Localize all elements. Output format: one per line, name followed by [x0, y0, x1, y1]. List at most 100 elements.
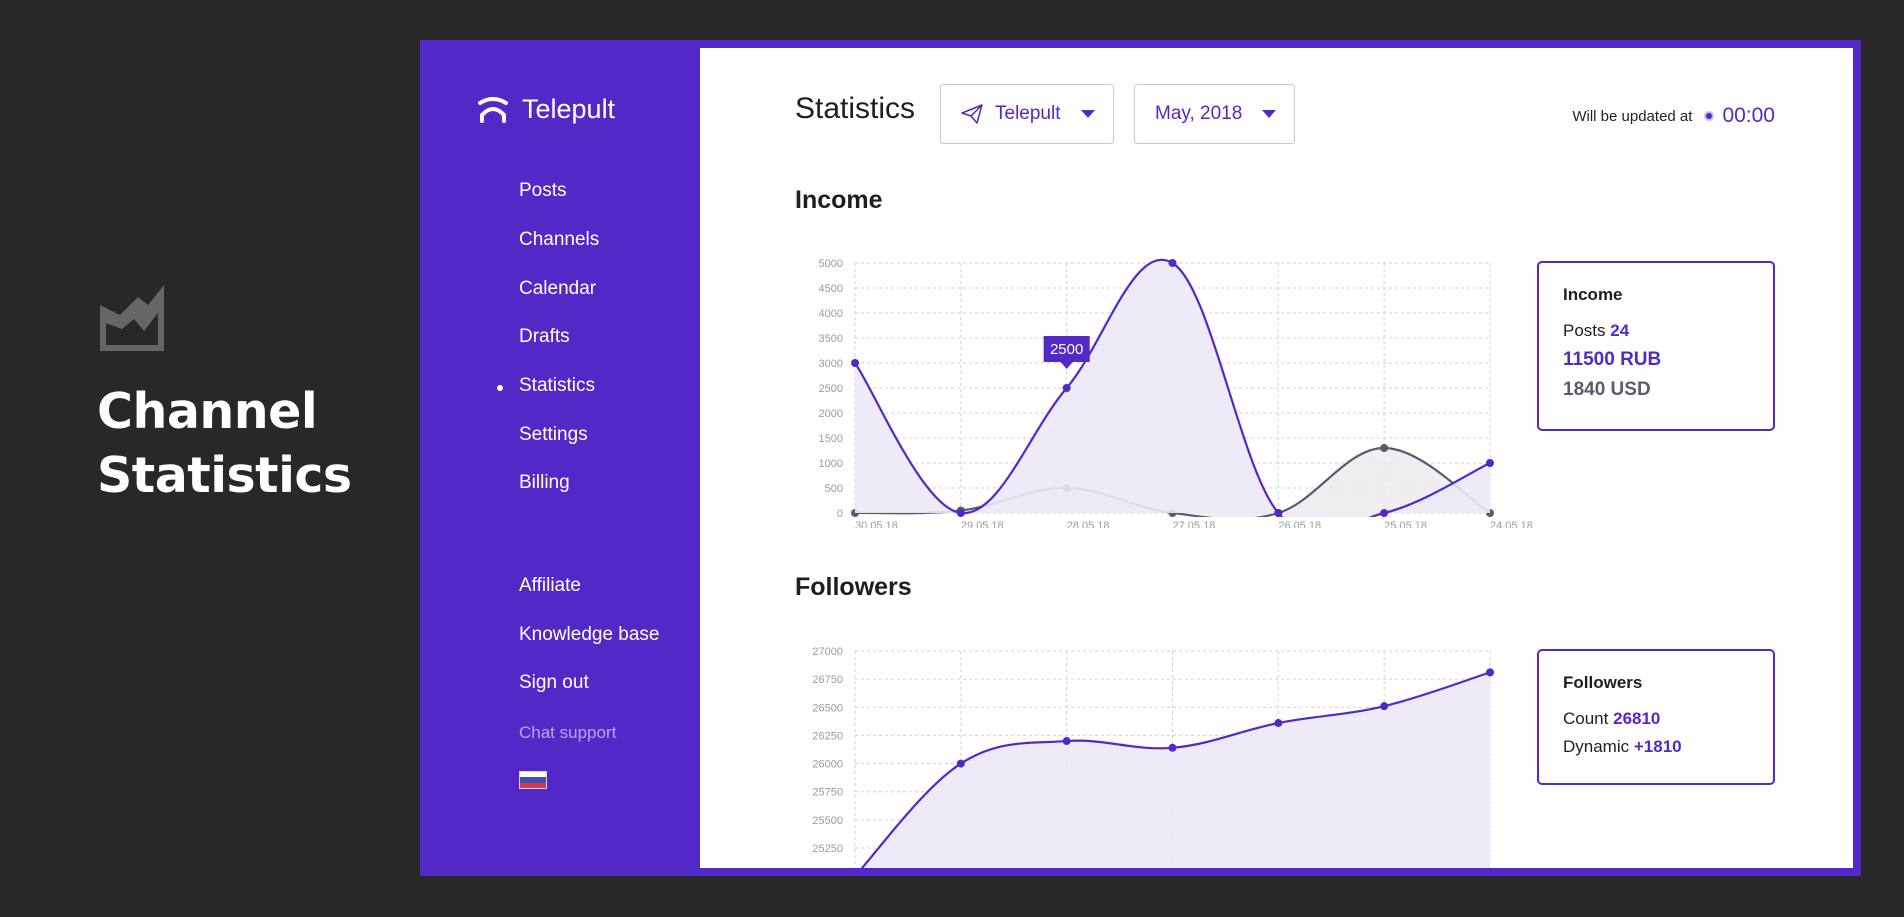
- followers-dynamic-value: +1810: [1633, 737, 1682, 756]
- x-tick-label: 28.05.18: [1067, 520, 1110, 528]
- x-tick-label: 26.05.18: [1278, 520, 1321, 528]
- nav-billing[interactable]: Billing: [519, 472, 570, 493]
- x-tick-label: 24.05.18: [1490, 520, 1533, 528]
- x-tick-label: 25.05.18: [1384, 520, 1427, 528]
- hero-title-line1: Channel: [97, 383, 318, 440]
- followers-count-label: Count: [1563, 709, 1609, 728]
- update-label: Will be updated at: [1572, 107, 1693, 125]
- income-title: Income: [795, 186, 883, 214]
- y-tick-label: 26000: [812, 759, 843, 771]
- tooltip-label: 2500: [1050, 341, 1083, 358]
- sidebar: Telepult Posts Channels Calendar Drafts …: [420, 40, 700, 876]
- data-point: [851, 359, 859, 367]
- y-tick-label: 25250: [812, 843, 843, 855]
- income-posts: Posts 24: [1563, 321, 1749, 341]
- channel-select[interactable]: Telepult: [940, 84, 1114, 144]
- channel-select-value: Telepult: [995, 103, 1061, 124]
- update-info: Will be updated at 00:00: [1572, 104, 1775, 128]
- followers-count: Count 26810: [1563, 709, 1749, 729]
- x-tick-label: 29.05.18: [961, 520, 1004, 528]
- nav-channels[interactable]: Channels: [519, 229, 600, 250]
- followers-card: Followers Count 26810 Dynamic +1810: [1537, 649, 1775, 785]
- tooltip-pointer: [1060, 362, 1073, 369]
- income-posts-value: 24: [1610, 321, 1630, 340]
- followers-dynamic-label: Dynamic: [1563, 737, 1630, 756]
- data-point: [1380, 444, 1389, 452]
- nav-knowledge-base[interactable]: Knowledge base: [519, 624, 660, 645]
- y-tick-label: 500: [825, 483, 843, 495]
- income-rub: 11500 RUB: [1563, 349, 1662, 370]
- chevron-down-icon: [1262, 110, 1277, 118]
- y-tick-label: 2000: [819, 408, 843, 420]
- followers-count-value: 26810: [1613, 709, 1661, 728]
- nav-posts[interactable]: Posts: [519, 180, 567, 201]
- y-tick-label: 25500: [812, 815, 843, 827]
- y-tick-label: 27000: [812, 646, 843, 658]
- month-select-value: May, 2018: [1155, 103, 1243, 124]
- data-point: [1486, 459, 1494, 467]
- data-point: [1274, 719, 1283, 728]
- hero-title-line2: Statistics: [97, 447, 352, 504]
- clock-dot-icon: [1704, 111, 1715, 121]
- series-area: [862, 672, 1490, 868]
- series-area: [855, 260, 1490, 517]
- y-tick-label: 3000: [819, 358, 843, 370]
- data-point: [1380, 509, 1389, 517]
- y-tick-label: 26500: [812, 702, 843, 714]
- nav-drafts[interactable]: Drafts: [519, 326, 570, 347]
- data-point: [1168, 743, 1177, 752]
- data-point: [1168, 259, 1177, 267]
- data-point: [1062, 737, 1071, 746]
- nav-sign-out[interactable]: Sign out: [519, 672, 589, 693]
- y-tick-label: 5000: [819, 258, 843, 270]
- income-posts-label: Posts: [1563, 321, 1606, 340]
- nav-calendar[interactable]: Calendar: [519, 278, 597, 299]
- y-tick-label: 4500: [819, 283, 843, 295]
- income-card: Income Posts 24 11500 RUB 1840 USD: [1537, 261, 1775, 431]
- area-chart-icon: [100, 285, 164, 351]
- y-tick-label: 26750: [812, 674, 843, 686]
- tooltip-box: [1043, 336, 1090, 362]
- x-tick-label: 30.05.18: [855, 520, 898, 528]
- hero-title: Channel Statistics: [97, 380, 352, 508]
- nav-chat-support[interactable]: Chat support: [519, 723, 617, 742]
- data-point: [1380, 702, 1389, 711]
- nav-statistics-label: Statistics: [519, 375, 596, 396]
- followers-title: Followers: [795, 573, 912, 601]
- main-content: Statistics Telepult May, 2018 Will be up…: [700, 48, 1853, 868]
- plot-area: [851, 259, 1494, 517]
- y-tick-label: 3500: [819, 333, 843, 345]
- nav-settings[interactable]: Settings: [519, 424, 588, 445]
- y-tick-label: 0: [837, 508, 843, 520]
- y-tick-label: 25750: [812, 787, 843, 799]
- nav-affiliate[interactable]: Affiliate: [519, 575, 581, 596]
- followers-dynamic: Dynamic +1810: [1563, 737, 1749, 757]
- data-point: [1486, 668, 1494, 677]
- followers-chart[interactable]: 25250 25500 25750 26000 26250 26500 26750 27000: [795, 636, 1535, 868]
- y-tick-label: 1500: [819, 433, 843, 445]
- nav-statistics[interactable]: Statistics: [497, 375, 596, 397]
- data-point: [956, 509, 965, 517]
- active-indicator: [497, 385, 503, 391]
- data-point: [1062, 384, 1071, 392]
- y-tick-label: 26250: [812, 730, 843, 742]
- data-point: [1274, 509, 1283, 517]
- telepult-logo-icon: [478, 96, 508, 123]
- update-time: 00:00: [1722, 104, 1775, 127]
- brand-logo[interactable]: Telepult: [478, 94, 615, 125]
- russian-flag-icon[interactable]: [519, 771, 547, 789]
- income-tooltip: 2500: [1043, 336, 1090, 369]
- month-select[interactable]: May, 2018: [1134, 84, 1296, 144]
- y-tick-label: 1000: [819, 458, 843, 470]
- page-title: Statistics: [795, 92, 916, 125]
- followers-card-title: Followers: [1563, 673, 1643, 692]
- paper-plane-icon: [961, 104, 983, 124]
- brand-name: Telepult: [522, 94, 616, 124]
- income-card-title: Income: [1563, 285, 1623, 304]
- income-chart[interactable]: 0 500 1000 1500 2000 2500 3000 3500 4000 4500 5000…: [795, 248, 1535, 528]
- y-tick-label: 2500: [819, 383, 843, 395]
- x-tick-label: 27.05.18: [1173, 520, 1216, 528]
- income-usd: 1840 USD: [1563, 379, 1651, 400]
- app-frame: Telepult Posts Channels Calendar Drafts …: [420, 40, 1861, 876]
- y-tick-label: 4000: [819, 308, 843, 320]
